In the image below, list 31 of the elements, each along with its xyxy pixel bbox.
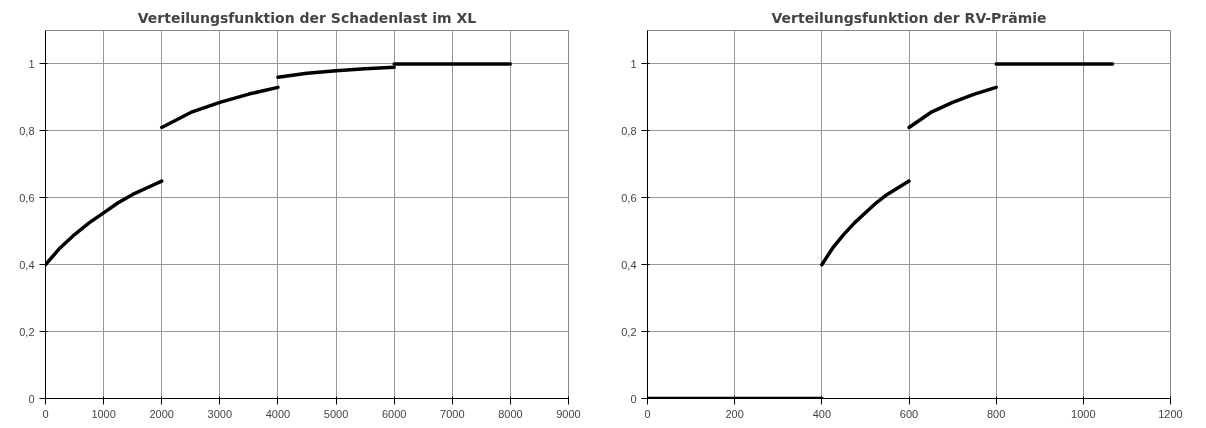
chart-title: Verteilungsfunktion der RV-Prämie [771,9,1047,26]
x-tick-label: 0 [644,407,651,420]
x-tick-label: 6000 [381,407,407,420]
x-tick-label: 2000 [149,407,174,420]
x-tick-label: 1000 [1071,407,1096,420]
x-tick-label: 9000 [556,407,581,420]
y-tick-label: 0,2 [621,325,637,338]
y-tick-label: 0,8 [19,124,35,137]
y-tick-label: 0,8 [621,124,637,137]
x-tick-label: 7000 [440,407,465,420]
x-tick-label: 1200 [1158,407,1183,420]
x-tick-label: 0 [42,407,49,420]
y-tick-label: 0,4 [621,258,637,271]
x-tick-label: 4000 [265,407,291,420]
y-tick-label: 1 [28,57,35,70]
y-tick-label: 1 [630,57,637,70]
y-tick-label: 0,6 [621,191,637,204]
x-tick-label: 5000 [323,407,349,420]
x-tick-label: 600 [899,407,919,420]
x-tick-label: 1000 [91,407,116,420]
y-tick-label: 0 [630,392,637,405]
x-tick-label: 800 [986,407,1006,420]
chart-title: Verteilungsfunktion der Schadenlast im XL [137,9,477,26]
x-tick-label: 8000 [498,407,523,420]
y-tick-label: 0,6 [19,191,35,204]
y-tick-label: 0,4 [19,258,35,271]
x-tick-label: 3000 [207,407,233,420]
y-tick-label: 0 [28,392,35,405]
y-tick-label: 0,2 [19,325,35,338]
x-tick-label: 400 [812,407,832,420]
x-tick-label: 200 [725,407,744,420]
